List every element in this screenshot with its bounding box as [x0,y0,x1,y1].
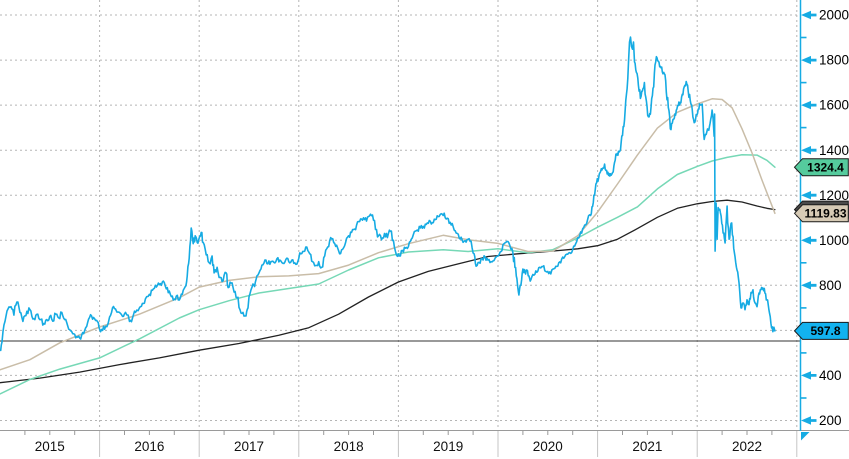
y-minor-tick [801,352,807,354]
year-label: 2017 [234,439,264,454]
year-label: 2021 [632,439,662,454]
ma-tan-line [0,98,776,371]
time-axis-scale[interactable] [0,430,800,459]
price-badge-value: 1324.4 [807,161,844,175]
y-tick-arrow-icon [801,191,817,200]
y-minor-tick [801,126,807,129]
year-label: 2020 [533,439,563,454]
y-tick-arrow-icon [801,146,817,155]
year-label: 2019 [433,439,463,454]
price-badge-value: 597.8 [810,324,840,338]
gridlines-layer [0,0,800,430]
y-tick-arrow-icon [801,236,817,245]
y-tick-arrow-icon [801,416,817,425]
y-tick-arrow-icon [801,281,817,290]
axis-corner-marker-icon [801,432,810,441]
series-layer [0,36,776,395]
year-label: 2022 [732,439,762,454]
y-axis-label: 1000 [819,233,849,248]
ma-green-line [0,153,776,395]
price-badge-ma-green: 1324.4 [793,158,849,177]
y-minor-tick [801,262,807,264]
price-badge-shape [793,158,849,177]
time-axis-layer: 2015 2016 2017 2018 2019 2020 2021 2022 [0,430,849,457]
price-badge-shape [793,321,849,340]
price-badge-value: 1119.83 [804,207,846,221]
year-label: 2015 [35,439,65,454]
y-minor-tick [801,36,807,39]
year-label: 2018 [334,439,364,454]
year-label: 2016 [134,439,164,454]
y-axis-label: 1400 [819,143,849,158]
y-minor-tick [801,397,807,399]
y-axis-label: 2000 [819,8,849,23]
y-axis-label: 1800 [819,53,849,68]
y-tick-arrow-icon [801,55,817,65]
y-tick-arrow-icon [801,371,817,380]
price-badge-ma-tan: 1119.83 [793,204,849,223]
y-tick-arrow-icon [801,10,817,20]
y-axis-label: 1200 [819,188,849,203]
y-tick-arrow-icon [801,100,817,110]
y-minor-tick [801,307,807,309]
y-axis-label: 800 [819,278,842,293]
price-badge-last-price: 597.8 [793,321,849,340]
price-badge-shape [793,204,849,223]
price-line [0,36,776,352]
y-minor-tick [801,81,807,84]
y-axis-label: 400 [819,368,842,383]
y-axis-label: 200 [819,413,842,428]
y-axis-label: 1600 [819,98,849,113]
plot-area[interactable] [0,0,800,430]
